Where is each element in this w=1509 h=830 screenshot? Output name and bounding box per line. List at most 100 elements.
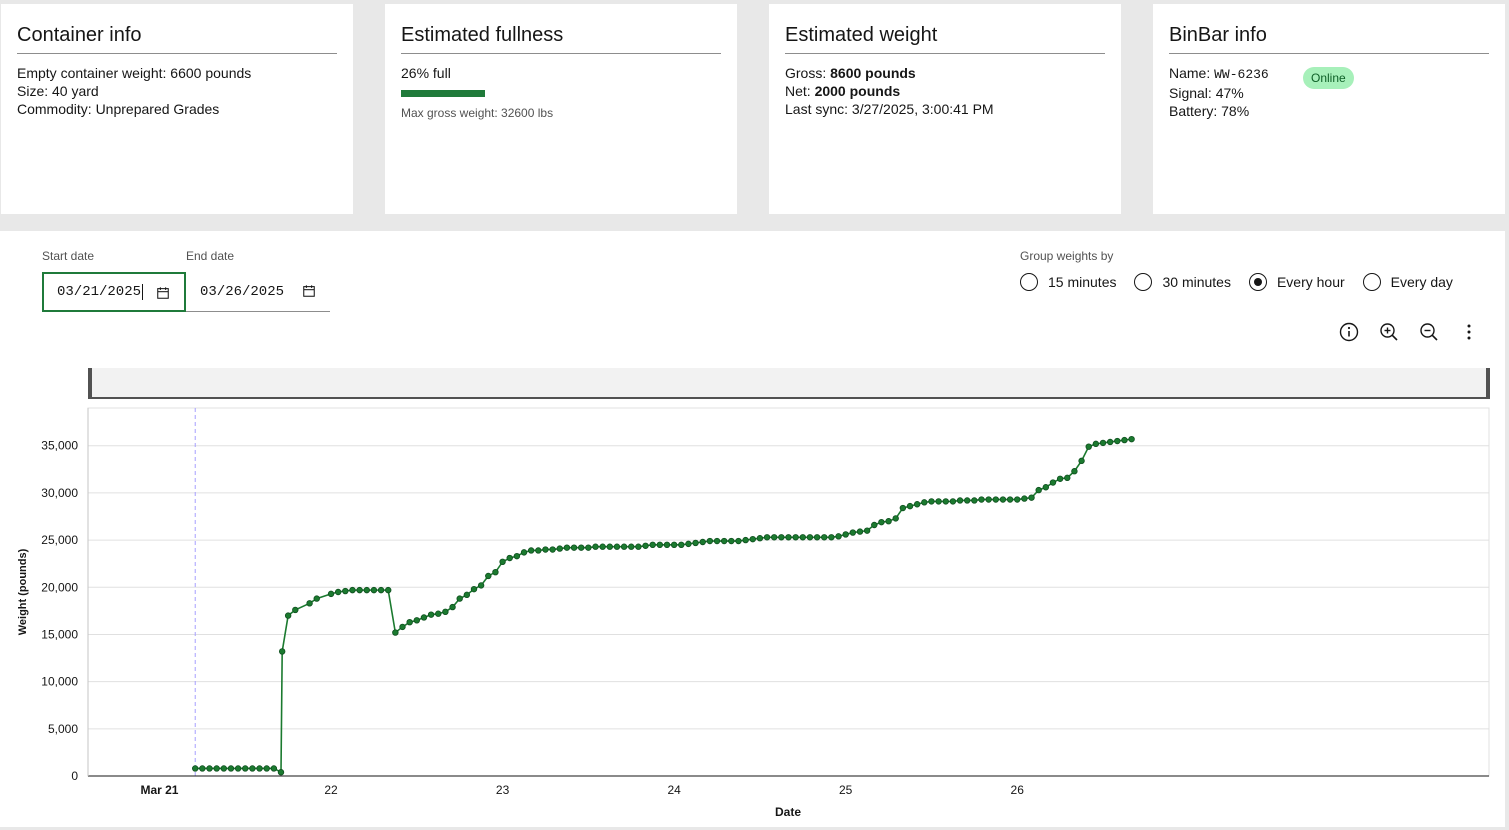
calendar-icon[interactable] bbox=[302, 284, 316, 298]
series-weight bbox=[192, 435, 1135, 776]
data-point bbox=[570, 544, 578, 551]
start-date-value: 03/21/2025 bbox=[57, 284, 142, 300]
y-tick-label: 20,000 bbox=[41, 580, 78, 594]
data-point bbox=[821, 534, 828, 541]
data-point bbox=[1106, 438, 1114, 446]
data-point bbox=[949, 498, 957, 505]
data-point bbox=[1049, 479, 1057, 486]
data-point bbox=[742, 536, 749, 544]
y-tick-label: 25,000 bbox=[41, 533, 78, 547]
binbar-name-value: WW-6236 bbox=[1214, 67, 1269, 82]
zoom-range-bar[interactable] bbox=[88, 368, 1490, 399]
info-icon[interactable] bbox=[1338, 321, 1360, 343]
group-by-radio-group: 15 minutes 30 minutes Every hour Every d… bbox=[1020, 273, 1471, 291]
zoom-handle-right[interactable] bbox=[1486, 368, 1490, 399]
data-point bbox=[706, 537, 714, 545]
data-point bbox=[899, 504, 907, 512]
data-point bbox=[656, 541, 664, 549]
data-point bbox=[713, 537, 721, 545]
y-axis-label: Weight (pounds) bbox=[17, 548, 29, 635]
data-point bbox=[1021, 495, 1028, 502]
weight-line-chart: 0 5,000 10,000 15,000 20,000 25,000 30,000 35,0… bbox=[17, 407, 1490, 819]
data-point bbox=[499, 558, 506, 566]
data-point bbox=[1056, 475, 1064, 482]
calendar-icon[interactable] bbox=[156, 286, 170, 300]
start-date-label: Start date bbox=[42, 249, 95, 263]
battery-text: Battery: 78% bbox=[1169, 103, 1250, 119]
data-point bbox=[978, 496, 985, 503]
y-tick-label: 15,000 bbox=[41, 627, 78, 641]
group-by-label: Group weights by bbox=[1020, 249, 1114, 263]
data-point bbox=[399, 623, 406, 631]
data-point bbox=[771, 534, 778, 541]
grid-lines bbox=[87, 407, 1490, 777]
data-point bbox=[220, 765, 228, 772]
y-tick-label: 10,000 bbox=[41, 675, 78, 689]
zoom-in-icon[interactable] bbox=[1378, 321, 1400, 343]
radio-every-day[interactable]: Every day bbox=[1362, 273, 1453, 291]
last-sync-text: Last sync: 3/27/2025, 3:00:41 PM bbox=[785, 101, 994, 117]
overflow-menu-icon[interactable] bbox=[1458, 321, 1480, 343]
data-point bbox=[606, 543, 614, 550]
data-point bbox=[435, 610, 442, 617]
data-point bbox=[999, 496, 1007, 503]
radio-15-minutes[interactable]: 15 minutes bbox=[1020, 273, 1116, 291]
data-point bbox=[863, 527, 871, 534]
data-point bbox=[642, 542, 649, 549]
data-point bbox=[206, 765, 213, 772]
data-point bbox=[1006, 496, 1014, 503]
radio-button[interactable] bbox=[1020, 273, 1038, 291]
data-point bbox=[227, 765, 235, 772]
y-tick-label: 30,000 bbox=[41, 486, 78, 500]
data-point bbox=[1078, 457, 1085, 465]
net-value: 2000 pounds bbox=[814, 83, 901, 99]
data-point bbox=[992, 496, 999, 503]
data-point bbox=[513, 552, 521, 560]
data-point bbox=[585, 544, 592, 551]
data-point bbox=[420, 614, 428, 621]
radio-button[interactable] bbox=[1134, 273, 1153, 291]
radio-30-minutes[interactable]: 30 minutes bbox=[1134, 273, 1231, 291]
data-point bbox=[806, 534, 814, 541]
status-badge: Online bbox=[1303, 67, 1354, 89]
data-point bbox=[885, 518, 892, 525]
data-point bbox=[349, 586, 356, 594]
data-point bbox=[592, 543, 599, 550]
data-point bbox=[856, 528, 864, 535]
radio-button-selected[interactable] bbox=[1248, 273, 1267, 291]
zoom-handle-left[interactable] bbox=[88, 368, 92, 399]
data-point bbox=[370, 586, 378, 594]
data-point bbox=[427, 611, 435, 618]
data-point bbox=[613, 543, 621, 550]
data-point bbox=[385, 586, 392, 594]
radio-label: Every hour bbox=[1276, 274, 1345, 290]
data-point bbox=[878, 518, 885, 526]
data-point bbox=[292, 606, 299, 614]
empty-weight-text: Empty container weight: 6600 pounds bbox=[17, 65, 252, 81]
radio-every-hour[interactable]: Every hour bbox=[1248, 273, 1345, 291]
data-point bbox=[313, 595, 320, 602]
data-point bbox=[956, 497, 964, 504]
binbar-name-line: Name: WW-6236 bbox=[1169, 64, 1489, 84]
data-point bbox=[921, 499, 928, 506]
axes: 0 5,000 10,000 15,000 20,000 25,000 30,000 35,0… bbox=[41, 408, 1489, 797]
data-point bbox=[413, 617, 421, 624]
data-point bbox=[263, 765, 270, 772]
end-date-input[interactable]: 03/26/2025 bbox=[186, 272, 330, 312]
data-point bbox=[756, 535, 764, 542]
y-tick-label: 35,000 bbox=[41, 439, 78, 453]
data-point bbox=[377, 586, 385, 594]
container-info-title: Container info bbox=[17, 24, 337, 54]
gross-label: Gross: bbox=[785, 65, 831, 81]
data-point bbox=[849, 529, 857, 536]
data-point bbox=[792, 534, 799, 541]
start-date-input[interactable]: 03/21/2025 bbox=[42, 272, 186, 312]
data-point bbox=[871, 521, 878, 529]
data-point bbox=[463, 591, 471, 599]
radio-button[interactable] bbox=[1362, 273, 1381, 291]
data-point bbox=[720, 537, 728, 545]
data-point bbox=[284, 612, 292, 619]
data-point bbox=[778, 534, 785, 541]
zoom-out-icon[interactable] bbox=[1418, 321, 1440, 343]
data-point bbox=[306, 600, 313, 607]
